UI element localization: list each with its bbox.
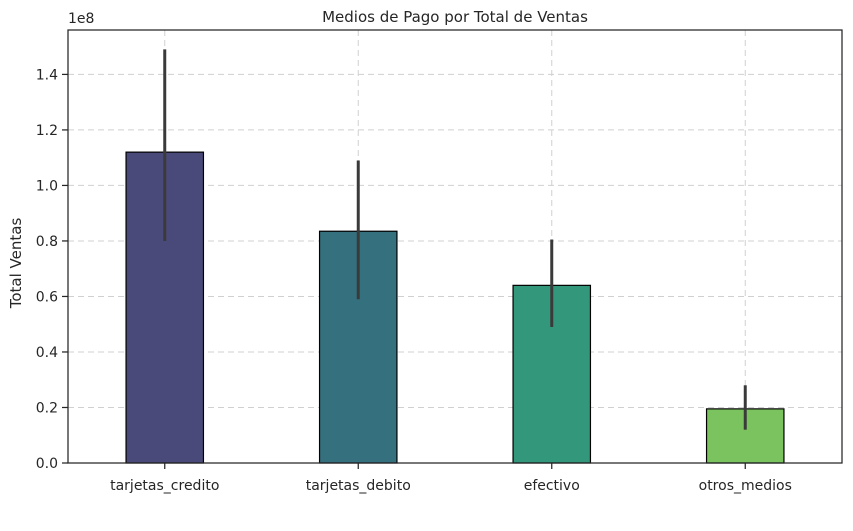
y-axis-ticks: 0.0 0.2 0.4 0.6 0.8 1.0 1.2 1.4 bbox=[36, 67, 68, 472]
y-tick-label: 0.8 bbox=[36, 234, 58, 250]
chart-title: Medios de Pago por Total de Ventas bbox=[322, 8, 588, 26]
y-tick-label: 0.6 bbox=[36, 289, 58, 305]
y-tick-label: 0.0 bbox=[36, 456, 58, 472]
plot-frame bbox=[67, 29, 843, 464]
x-tick-label: tarjetas_debito bbox=[306, 478, 411, 494]
y-tick-label: 0.4 bbox=[36, 345, 58, 361]
y-tick-label: 1.2 bbox=[36, 123, 58, 139]
error-bars bbox=[163, 49, 747, 430]
y-tick-label: 0.2 bbox=[36, 400, 58, 416]
x-tick-label: tarjetas_credito bbox=[110, 478, 219, 494]
y-tick-label: 1.4 bbox=[36, 67, 58, 83]
y-tick-label: 1.0 bbox=[36, 178, 58, 194]
y-axis-label: Total Ventas bbox=[7, 218, 25, 310]
x-axis-ticks: tarjetas_credito tarjetas_debito efectivo o… bbox=[110, 463, 792, 494]
bars bbox=[125, 151, 785, 464]
x-tick-label: efectivo bbox=[524, 478, 580, 494]
x-tick-label: otros_medios bbox=[699, 478, 792, 494]
y-multiplier-label: 1e8 bbox=[68, 11, 94, 27]
